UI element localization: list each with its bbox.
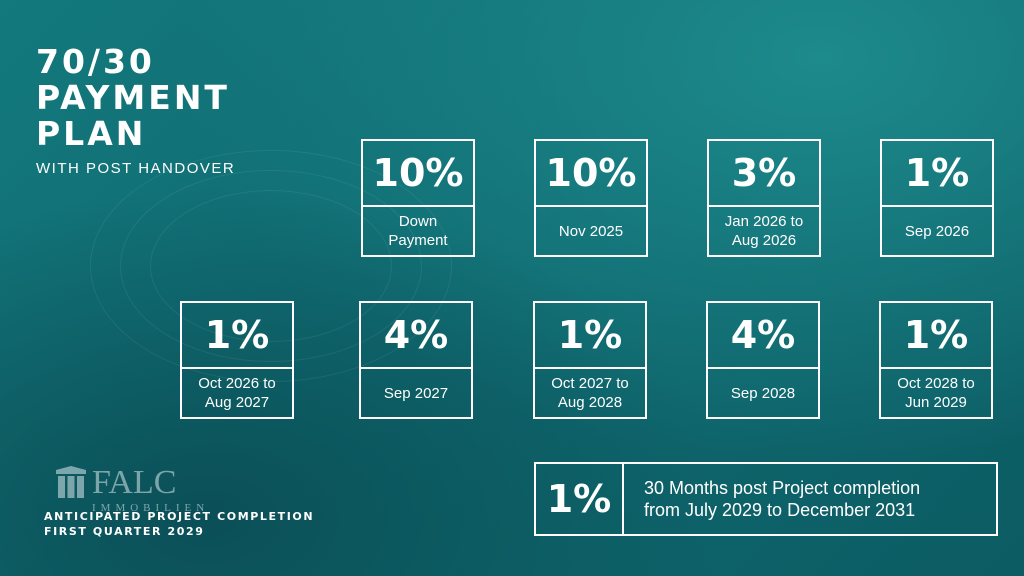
building-logo-icon [56, 466, 86, 498]
completion-line: ANTICIPATED PROJECT COMPLETION [44, 510, 315, 523]
payment-percent: 1% [535, 303, 645, 369]
payment-card: 10% Nov 2025 [534, 139, 648, 257]
payment-percent: 3% [709, 141, 819, 207]
completion-note: ANTICIPATED PROJECT COMPLETION FIRST QUA… [44, 509, 314, 539]
payment-card: 4% Sep 2028 [706, 301, 820, 419]
payment-card: 10% Down Payment [361, 139, 475, 257]
payment-period: Nov 2025 [558, 222, 624, 240]
completion-date: FIRST QUARTER 2029 [44, 525, 205, 538]
title-line: PLAN [36, 114, 147, 153]
payment-period: Oct 2028 to Jun 2029 [897, 375, 975, 411]
payment-percent: 1% [536, 464, 624, 534]
logo-name: FALC [92, 464, 177, 501]
payment-period: Oct 2026 to Aug 2027 [198, 375, 276, 411]
payment-period: Down Payment [388, 213, 448, 249]
payment-card: 1% Oct 2026 to Aug 2027 [180, 301, 294, 419]
payment-card: 4% Sep 2027 [359, 301, 473, 419]
payment-percent: 1% [882, 141, 992, 207]
payment-period: Jan 2026 to Aug 2026 [724, 213, 804, 249]
title-line: PAYMENT [36, 78, 230, 117]
post-handover-card: 1% 30 Months post Project completion from… [534, 462, 998, 536]
payment-period: Sep 2026 [904, 222, 970, 240]
water-ripple [90, 150, 452, 382]
page-title: 70/30 PAYMENT PLAN [36, 44, 230, 152]
payment-period: Oct 2027 to Aug 2028 [551, 375, 629, 411]
payment-percent: 4% [708, 303, 818, 369]
title-line: 70/30 [36, 42, 155, 81]
payment-period: 30 Months post Project completion from Ju… [644, 478, 921, 520]
payment-percent: 4% [361, 303, 471, 369]
payment-period: Sep 2028 [730, 384, 796, 402]
payment-card: 3% Jan 2026 to Aug 2026 [707, 139, 821, 257]
logo-subtitle: IMMOBILIEN [92, 502, 210, 514]
payment-percent: 1% [182, 303, 292, 369]
payment-percent: 10% [363, 141, 473, 207]
payment-percent: 10% [536, 141, 646, 207]
page-subtitle: WITH POST HANDOVER [36, 160, 236, 177]
payment-percent: 1% [881, 303, 991, 369]
payment-card: 1% Sep 2026 [880, 139, 994, 257]
payment-card: 1% Oct 2028 to Jun 2029 [879, 301, 993, 419]
payment-card: 1% Oct 2027 to Aug 2028 [533, 301, 647, 419]
falc-logo: FALC IMMOBILIEN [56, 464, 204, 514]
payment-period: Sep 2027 [383, 384, 449, 402]
